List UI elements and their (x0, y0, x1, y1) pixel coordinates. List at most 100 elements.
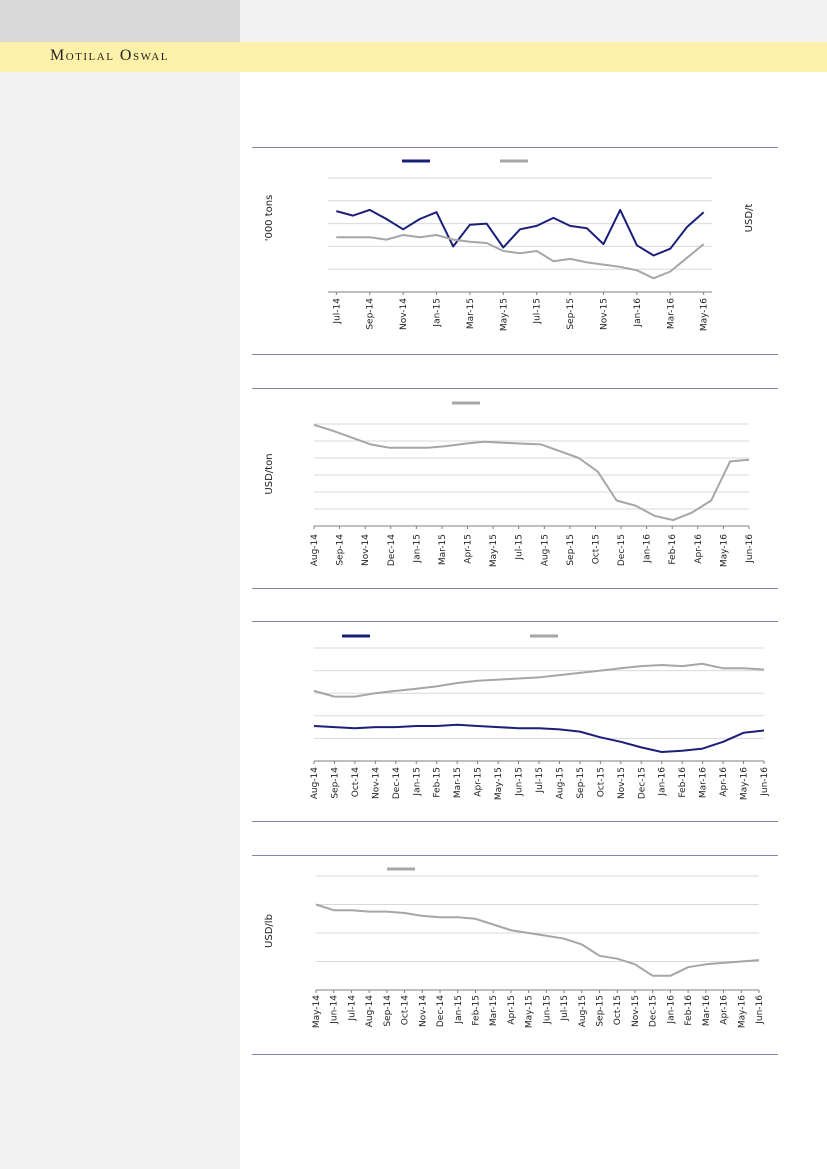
x-tick-label: Dec-14 (436, 995, 446, 1027)
x-tick-label: Jul-15 (533, 298, 543, 325)
x-tick-label: Oct-15 (613, 995, 623, 1025)
x-tick-label: Jun-16 (760, 767, 770, 797)
x-tick-label: Oct-15 (596, 767, 606, 797)
x-tick-label: Aug-14 (310, 767, 320, 800)
x-tick-label: Jul-14 (347, 995, 357, 1022)
x-tick-label: Nov-14 (399, 298, 409, 330)
x-tick-label: May-15 (525, 995, 535, 1028)
x-tick-label: Sep-15 (566, 298, 576, 330)
header-left-block (0, 0, 240, 42)
x-tick-label: Nov-15 (617, 767, 627, 799)
brand-band (0, 42, 827, 72)
x-tick-label: Oct-14 (351, 767, 361, 798)
x-tick-label: Mar-16 (666, 298, 676, 329)
x-tick-label: Jan-16 (643, 534, 653, 564)
y-axis-label-left: '000 tons (264, 195, 275, 242)
x-tick-label: Jul-14 (332, 298, 342, 325)
x-tick-label: Feb-16 (678, 767, 688, 798)
y-axis-label-right: USD/t (744, 204, 755, 233)
x-tick-label: Feb-16 (684, 995, 694, 1026)
x-tick-label: Aug-14 (310, 534, 320, 567)
chart4-bottom-rule (252, 1054, 778, 1055)
series-line (315, 903, 760, 977)
x-tick-label: Sep-15 (566, 534, 576, 566)
x-tick-label: Jul-15 (535, 767, 545, 794)
x-tick-label: Nov-15 (631, 995, 641, 1027)
x-tick-label: Jan-16 (666, 995, 676, 1025)
chart1: Jul-14 Sep-14 Nov-14 Jan-15 Mar-15 May-15 Jul-… (252, 148, 778, 354)
left-sidebar (0, 0, 240, 1169)
x-tick-label: Jan-15 (433, 298, 443, 328)
x-tick-label: Sep-14 (336, 534, 346, 566)
x-tick-label: Jun-15 (515, 767, 525, 797)
series-line (336, 208, 705, 257)
x-tick-label: Mar-16 (699, 767, 709, 798)
series-line (313, 662, 765, 698)
x-tick-label: Sep-14 (383, 995, 393, 1027)
header-right-block (240, 0, 827, 42)
x-tick-label: Aug-15 (540, 534, 550, 566)
chart3-bottom-rule (252, 821, 778, 822)
x-tick-label: Nov-14 (371, 767, 381, 799)
x-tick-label: Dec-14 (387, 534, 397, 566)
series-line (313, 723, 765, 753)
x-tick-label: Sep-14 (330, 767, 340, 799)
brand-logo-text: Motilal Oswal (50, 47, 169, 64)
x-tick-label: May-16 (719, 534, 729, 567)
chart2: Aug-14 Sep-14 Nov-14 Dec-14 Jan-15 Mar-15 Apr-… (252, 389, 778, 588)
x-tick-label: Apr-15 (507, 995, 517, 1025)
x-tick-label: Sep-15 (576, 767, 586, 799)
x-tick-label: Jan-15 (412, 767, 422, 797)
x-tick-label: May-14 (312, 995, 322, 1028)
chart4-svg: May-14 Jun-14 Jul-14 Aug-14 Sep-14 Oct-14 Nov-… (264, 867, 765, 1028)
x-tick-label: Nov-15 (599, 298, 609, 330)
x-tick-label: Aug-15 (578, 995, 588, 1027)
x-tick-label: Feb-16 (668, 534, 678, 565)
x-tick-label: Apr-16 (720, 995, 730, 1025)
x-tick-label: Jan-15 (412, 534, 422, 564)
x-tick-label: Jun-16 (745, 534, 755, 564)
x-tick-label: Nov-14 (361, 534, 371, 566)
chart2-bottom-rule (252, 588, 778, 589)
x-tick-label: Mar-15 (453, 767, 463, 798)
chart3-svg: Aug-14 Sep-14 Oct-14 Nov-14 Dec-14 Jan-15 Feb-… (310, 634, 770, 800)
x-tick-label: Jan-15 (454, 995, 464, 1025)
x-tick-label: Jan-16 (633, 298, 643, 328)
x-tick-label: Sep-14 (366, 298, 376, 330)
x-tick-label: Apr-15 (464, 534, 474, 564)
x-tick-label: May-16 (737, 995, 747, 1028)
x-tick-label: Jul-15 (560, 995, 570, 1022)
x-tick-label: Mar-15 (438, 534, 448, 565)
x-tick-label: Dec-15 (649, 995, 659, 1027)
x-tick-label: Feb-15 (471, 995, 481, 1026)
x-tick-label: Jun-16 (755, 995, 765, 1025)
chart1-top-rule (252, 147, 778, 148)
x-tick-label: Aug-14 (365, 995, 375, 1028)
chart3: Aug-14 Sep-14 Oct-14 Nov-14 Dec-14 Jan-15 Feb-… (252, 622, 778, 821)
x-tick-label: Nov-14 (418, 995, 428, 1027)
x-tick-label: Jul-15 (515, 534, 525, 561)
x-tick-label: Mar-15 (489, 995, 499, 1026)
x-tick-label: Apr-15 (474, 767, 484, 797)
x-tick-label: Mar-15 (466, 298, 476, 329)
x-tick-label: Jun-14 (330, 995, 340, 1025)
series-line (336, 234, 705, 280)
x-tick-label: Apr-16 (694, 534, 704, 564)
x-tick-label: Mar-16 (702, 995, 712, 1026)
x-tick-label: May-15 (489, 534, 499, 567)
x-tick-label: Feb-15 (433, 767, 443, 798)
x-tick-label: May-16 (740, 767, 750, 800)
chart2-top-rule (252, 388, 778, 389)
chart1-svg: Jul-14 Sep-14 Nov-14 Jan-15 Mar-15 May-15 Jul-… (264, 159, 755, 331)
chart3-top-rule (252, 621, 778, 622)
x-tick-label: May-15 (499, 298, 509, 331)
x-tick-label: Sep-15 (596, 995, 606, 1027)
chart2-svg: Aug-14 Sep-14 Nov-14 Dec-14 Jan-15 Mar-15 Apr-… (264, 401, 755, 567)
x-tick-label: Dec-15 (617, 534, 627, 566)
chart4: May-14 Jun-14 Jul-14 Aug-14 Sep-14 Oct-14 Nov-… (252, 856, 778, 1054)
x-tick-label: Dec-15 (637, 767, 647, 799)
x-tick-label: May-16 (700, 298, 710, 331)
chart4-top-rule (252, 855, 778, 856)
x-tick-label: Aug-15 (555, 767, 565, 799)
series-line (313, 423, 750, 522)
